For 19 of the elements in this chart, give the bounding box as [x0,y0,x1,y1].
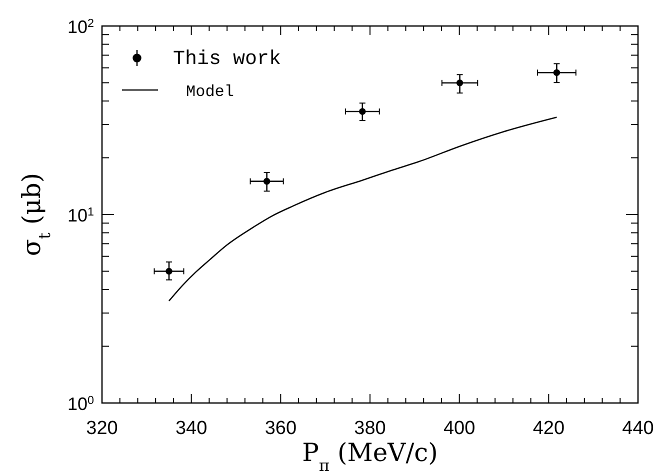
point [456,80,464,86]
point [359,108,366,115]
line-series [168,116,558,302]
x-tick-label: 420 [532,418,565,439]
y-tick-label: 10$^{1}$ [67,205,94,226]
x-tick-label: 340 [175,418,208,439]
legend-label: Model [186,83,234,101]
legend-label: This work [173,48,282,71]
x-tick-label: 320 [86,418,118,439]
x-tick-label: 400 [443,418,476,439]
point [263,178,270,185]
x-tick-label: 360 [264,418,297,439]
point [166,268,172,275]
point [553,69,560,76]
x-tick-label: 440 [622,418,654,439]
x-axis-title: P$_{π}$ (MeV/c) [302,438,438,474]
y-tick-label: 10$^{0}$ [67,394,94,414]
x-tick-label: 380 [354,418,386,439]
y-tick-label: 10$^{2}$ [67,16,94,37]
